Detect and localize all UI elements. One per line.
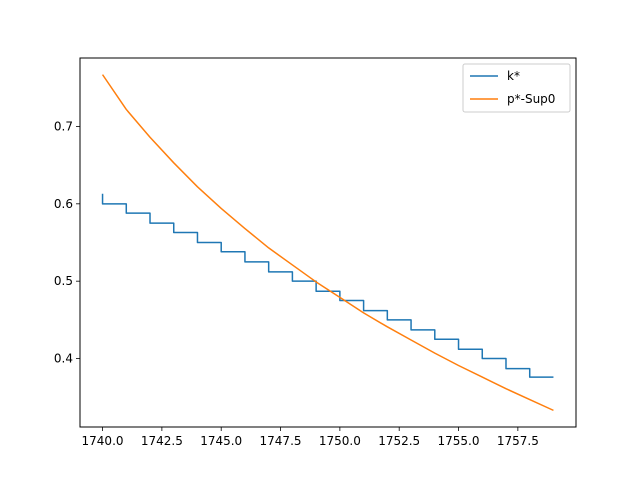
y-tick-label: 0.5 — [54, 274, 73, 288]
y-tick-label: 0.6 — [54, 197, 73, 211]
x-tick-label: 1752.5 — [378, 434, 420, 448]
x-axis: 1740.0 1742.5 1745.0 1747.5 1750.0 1752.5 1755… — [82, 427, 539, 448]
x-tick-label: 1747.5 — [260, 434, 302, 448]
x-tick-label: 1745.0 — [200, 434, 242, 448]
series-layer — [101, 74, 554, 412]
legend-label-p-sup0: p*-Sup0 — [507, 92, 555, 106]
x-tick-label: 1750.0 — [319, 434, 361, 448]
legend-label-k: k* — [507, 69, 520, 83]
x-tick-label: 1757.5 — [497, 434, 539, 448]
x-tick-label: 1740.0 — [82, 434, 124, 448]
y-tick-label: 0.7 — [54, 119, 73, 133]
y-tick-label: 0.4 — [54, 352, 73, 366]
x-tick-label: 1755.0 — [438, 434, 480, 448]
plot-area — [80, 58, 576, 427]
y-axis: 0.4 0.5 0.6 0.7 — [54, 119, 80, 366]
legend: k* p*-Sup0 — [462, 63, 571, 113]
series-line-k — [101, 193, 554, 378]
series-line-p-sup0 — [101, 74, 554, 412]
plot-frame — [79, 57, 577, 428]
x-tick-label: 1742.5 — [141, 434, 183, 448]
